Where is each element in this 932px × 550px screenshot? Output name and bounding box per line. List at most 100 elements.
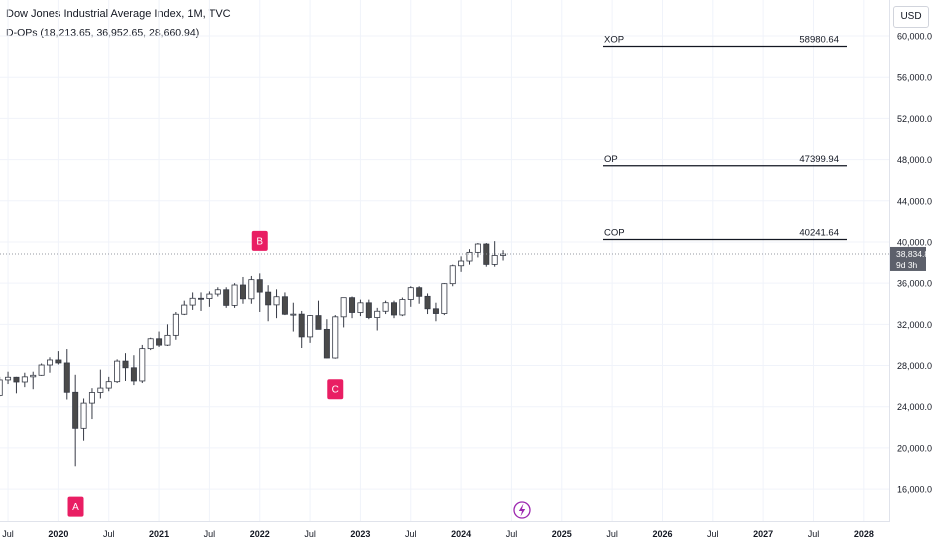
candle [374, 307, 381, 331]
candle-body [374, 310, 381, 318]
time-tick-label: 2025 [552, 529, 572, 539]
candle [332, 315, 339, 359]
level-value: 58980.64 [799, 35, 839, 46]
candle-body [139, 348, 146, 382]
candle-body [214, 289, 221, 295]
candle [223, 287, 230, 308]
time-tick-label: 2023 [350, 529, 370, 539]
candle [63, 349, 70, 400]
time-axis[interactable]: Jul 2020 Jul 2021 Jul 2022 Jul 2023 Jul 2024 Jul 20… [2, 529, 874, 539]
price-axis[interactable]: 16,000.00 20,000.00 24,000.00 28,000.00 32,0… [897, 32, 932, 495]
candle [466, 249, 473, 265]
candle-body [315, 315, 322, 330]
candle-body [458, 260, 465, 267]
candle-body [491, 255, 498, 265]
price-tick-label: 20,000.00 [897, 443, 932, 453]
candle [38, 363, 45, 376]
candle [474, 242, 481, 258]
candle-body [390, 302, 397, 316]
candle-body [130, 367, 137, 382]
candle-body [88, 392, 95, 404]
candle [265, 285, 272, 322]
time-tick-label: Jul [103, 529, 115, 539]
candle [181, 300, 188, 316]
candle [198, 292, 205, 311]
price-tick-label: 48,000.00 [897, 155, 932, 165]
candle-body [239, 284, 246, 300]
marker-label: C [332, 385, 339, 396]
candle [307, 315, 314, 343]
candle-body [206, 293, 213, 299]
price-tick-label: 44,000.00 [897, 196, 932, 206]
candle [122, 353, 129, 381]
marker-b: B [251, 230, 268, 251]
candle-body [449, 265, 456, 285]
candle [0, 376, 3, 397]
candle-body [416, 287, 423, 297]
lightning-icon [513, 501, 531, 519]
candle-body [164, 334, 171, 346]
candle-body [181, 304, 188, 315]
candle-body [47, 359, 54, 366]
wave-markers: A B C [67, 230, 344, 517]
lightning-bolt [518, 503, 526, 517]
candle-body [466, 251, 473, 262]
candle-body [474, 243, 481, 253]
candle-body [198, 297, 205, 300]
candle-body [122, 360, 129, 369]
price-tick-label: 56,000.00 [897, 73, 932, 83]
candle [21, 372, 28, 388]
marker-box [327, 379, 344, 400]
candle [147, 337, 154, 351]
candle-body [80, 402, 87, 429]
candle-body [273, 296, 280, 306]
time-tick-label: Jul [808, 529, 820, 539]
time-tick-label: Jul [506, 529, 518, 539]
candle [390, 300, 397, 319]
candle-body [290, 313, 297, 316]
time-tick-label: Jul [606, 529, 618, 539]
candle [349, 296, 356, 319]
candle [239, 276, 246, 304]
candle [47, 357, 54, 373]
time-tick-label: Jul [204, 529, 216, 539]
candle [323, 319, 330, 359]
currency-button[interactable]: USD [893, 6, 929, 28]
level-op: OP 47399.94 [603, 154, 847, 167]
marker-box [67, 496, 84, 517]
level-name: OP [604, 154, 618, 165]
marker-a: A [67, 496, 84, 517]
current-price-label: 38,834.87 [896, 249, 932, 259]
candle [290, 302, 297, 332]
candle [88, 388, 95, 420]
time-tick-label: Jul [304, 529, 316, 539]
candle-body [357, 302, 364, 313]
candle [214, 287, 221, 297]
level-name: COP [604, 227, 625, 238]
candle-body [231, 284, 238, 306]
candle-body [340, 297, 347, 318]
candle-body [13, 376, 20, 383]
price-tick-label: 24,000.00 [897, 402, 932, 412]
marker-label: B [256, 236, 263, 247]
candle-body [248, 279, 255, 300]
time-tick-label: 2020 [48, 529, 68, 539]
candle [407, 286, 414, 307]
candle-body [323, 328, 330, 359]
countdown-label: 9d 3h [896, 260, 918, 270]
time-tick-label: 2021 [149, 529, 169, 539]
candle [491, 241, 498, 267]
time-tick-label: 2027 [753, 529, 773, 539]
candle-body [55, 359, 62, 364]
candle-body [172, 313, 179, 336]
time-tick-label: Jul [707, 529, 719, 539]
marker-c: C [327, 379, 344, 400]
candle [206, 291, 213, 307]
candle [72, 374, 79, 467]
candle-body [365, 302, 372, 318]
price-tick-label: 28,000.00 [897, 361, 932, 371]
candle-body [105, 381, 112, 389]
candle [130, 355, 137, 386]
candle [483, 242, 490, 267]
